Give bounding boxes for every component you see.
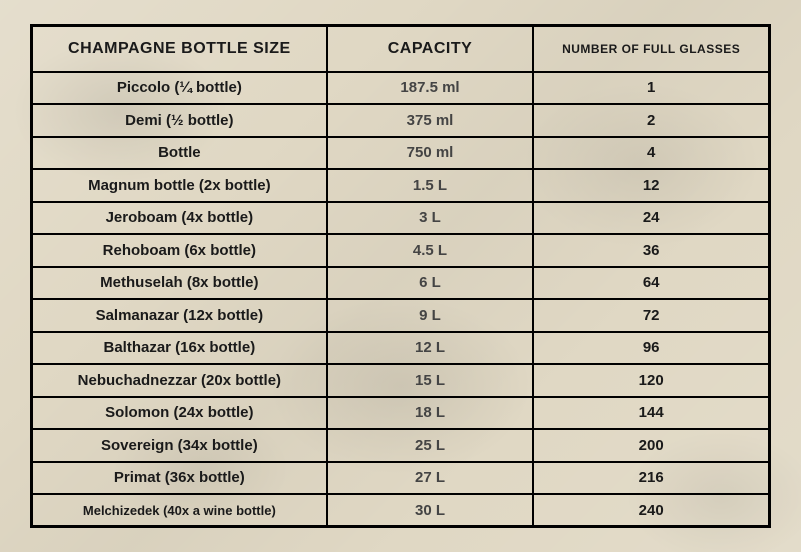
table-row: Rehoboam (6x bottle)4.5 L36 [32,234,770,267]
cell-glasses: 24 [533,202,769,235]
cell-capacity: 27 L [327,462,534,495]
cell-size: Jeroboam (4x bottle) [32,202,327,235]
cell-glasses: 4 [533,137,769,170]
cell-capacity: 30 L [327,494,534,527]
cell-size: Nebuchadnezzar (20x bottle) [32,364,327,397]
table-row: Salmanazar (12x bottle)9 L72 [32,299,770,332]
cell-glasses: 2 [533,104,769,137]
col-header-glasses: Number of Full Glasses [533,26,769,72]
cell-capacity: 9 L [327,299,534,332]
cell-capacity: 15 L [327,364,534,397]
cell-size: Piccolo (¼ bottle) [32,72,327,105]
cell-capacity: 750 ml [327,137,534,170]
cell-size: Salmanazar (12x bottle) [32,299,327,332]
cell-glasses: 72 [533,299,769,332]
table-row: Piccolo (¼ bottle)187.5 ml1 [32,72,770,105]
cell-glasses: 240 [533,494,769,527]
table-body: Piccolo (¼ bottle)187.5 ml1Demi (½ bottl… [32,72,770,527]
table-row: Balthazar (16x bottle)12 L96 [32,332,770,365]
table-row: Nebuchadnezzar (20x bottle)15 L120 [32,364,770,397]
cell-size: Demi (½ bottle) [32,104,327,137]
table-row: Demi (½ bottle)375 ml2 [32,104,770,137]
table-row: Bottle750 ml4 [32,137,770,170]
cell-capacity: 1.5 L [327,169,534,202]
cell-size: Magnum bottle (2x bottle) [32,169,327,202]
cell-capacity: 3 L [327,202,534,235]
cell-size: Balthazar (16x bottle) [32,332,327,365]
cell-capacity: 18 L [327,397,534,430]
cell-capacity: 12 L [327,332,534,365]
cell-size: Methuselah (8x bottle) [32,267,327,300]
cell-size: Solomon (24x bottle) [32,397,327,430]
cell-glasses: 200 [533,429,769,462]
cell-capacity: 375 ml [327,104,534,137]
table-row: Magnum bottle (2x bottle)1.5 L12 [32,169,770,202]
cell-size: Bottle [32,137,327,170]
table-row: Jeroboam (4x bottle)3 L24 [32,202,770,235]
table-row: Solomon (24x bottle)18 L144 [32,397,770,430]
cell-capacity: 6 L [327,267,534,300]
cell-glasses: 64 [533,267,769,300]
table-row: Primat (36x bottle)27 L216 [32,462,770,495]
table-row: Sovereign (34x bottle)25 L200 [32,429,770,462]
cell-capacity: 25 L [327,429,534,462]
table-row: Methuselah (8x bottle)6 L64 [32,267,770,300]
table-row: Melchizedek (40x a wine bottle)30 L240 [32,494,770,527]
cell-glasses: 96 [533,332,769,365]
cell-size: Melchizedek (40x a wine bottle) [32,494,327,527]
col-header-size: Champagne Bottle Size [32,26,327,72]
cell-glasses: 12 [533,169,769,202]
cell-glasses: 144 [533,397,769,430]
table-header-row: Champagne Bottle Size Capacity Number of… [32,26,770,72]
cell-glasses: 1 [533,72,769,105]
col-header-capacity: Capacity [327,26,534,72]
cell-capacity: 187.5 ml [327,72,534,105]
champagne-sizes-table: Champagne Bottle Size Capacity Number of… [30,24,771,528]
cell-glasses: 120 [533,364,769,397]
cell-capacity: 4.5 L [327,234,534,267]
cell-glasses: 36 [533,234,769,267]
cell-size: Sovereign (34x bottle) [32,429,327,462]
cell-glasses: 216 [533,462,769,495]
cell-size: Rehoboam (6x bottle) [32,234,327,267]
cell-size: Primat (36x bottle) [32,462,327,495]
